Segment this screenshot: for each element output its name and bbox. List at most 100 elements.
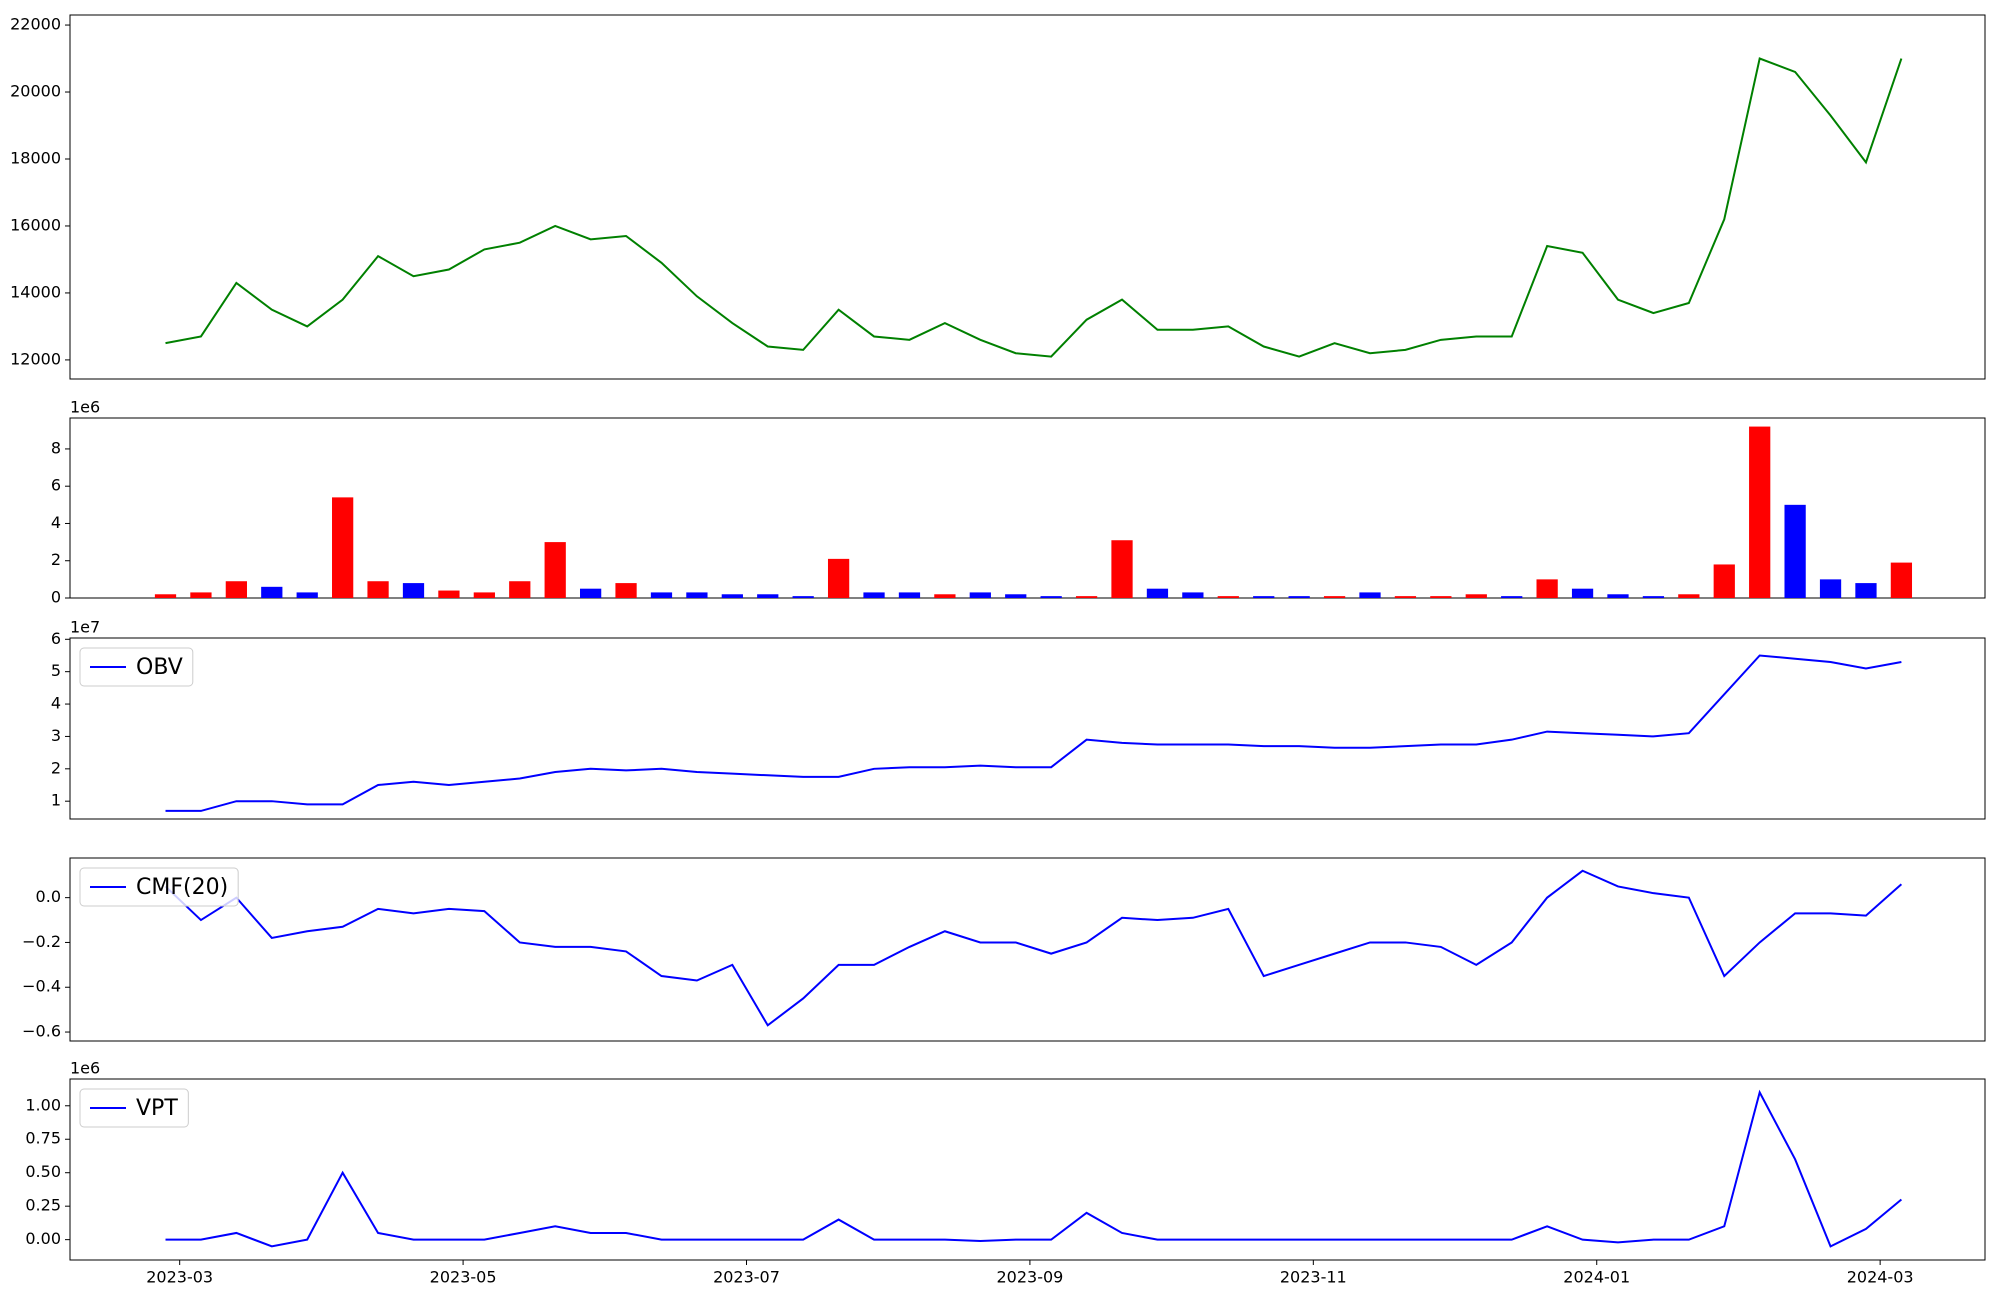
y-tick-label: 6	[51, 476, 61, 495]
bar	[509, 581, 531, 598]
offset-text: 1e6	[70, 1059, 100, 1078]
y-tick-label: 4	[51, 694, 61, 713]
bar	[473, 592, 495, 598]
y-tick-label: 0.75	[25, 1129, 61, 1148]
bar	[1005, 594, 1027, 598]
y-tick-label: −0.2	[22, 932, 61, 951]
axes-frame	[69, 857, 1986, 1042]
bar	[438, 590, 460, 598]
axes-frame	[69, 1078, 1986, 1261]
legend-box	[79, 647, 194, 687]
bar	[1182, 592, 1204, 598]
bar	[296, 592, 318, 598]
bar	[1642, 596, 1665, 598]
legend-label: VPT	[136, 1096, 178, 1121]
x-tick-label: 2023-05	[430, 1268, 497, 1287]
bar	[1253, 596, 1275, 598]
y-tick-label: 8	[51, 438, 61, 457]
y-tick-label: 0.00	[25, 1229, 61, 1248]
y-tick-label: 6	[51, 629, 61, 648]
bar	[1040, 596, 1062, 598]
legend-box	[79, 1088, 189, 1128]
bar	[1501, 596, 1523, 598]
bar	[332, 497, 354, 598]
bar	[1784, 504, 1806, 598]
bar	[190, 592, 212, 598]
bar	[1394, 596, 1417, 598]
data-line	[165, 654, 1902, 812]
y-tick-label: 14000	[10, 282, 61, 301]
y-tick-label: 0	[51, 588, 61, 607]
bar	[969, 592, 991, 598]
bar	[1288, 596, 1310, 598]
data-line	[165, 57, 1903, 358]
bar	[261, 586, 283, 598]
y-tick-label: 20000	[10, 82, 61, 101]
bar	[1146, 588, 1169, 598]
x-tick-label: 2023-11	[1280, 1268, 1347, 1287]
x-tick-label: 2024-03	[1847, 1268, 1914, 1287]
bar	[1855, 583, 1877, 598]
offset-text: 1e7	[70, 618, 100, 637]
y-tick-label: 4	[51, 513, 61, 532]
y-tick-label: 1.00	[25, 1095, 61, 1114]
bar	[1323, 596, 1346, 598]
y-tick-label: 3	[51, 726, 61, 745]
bar	[1749, 426, 1771, 598]
bar	[544, 542, 566, 598]
offset-text: 1e6	[70, 398, 100, 417]
x-tick-label: 2023-03	[146, 1268, 213, 1287]
y-tick-label: 0.50	[25, 1162, 61, 1181]
y-tick-label: 1	[51, 791, 61, 810]
y-tick-label: 0.0	[36, 887, 61, 906]
legend-label: CMF(20)	[136, 875, 228, 900]
y-tick-label: −0.4	[22, 977, 61, 996]
bar	[792, 596, 814, 598]
x-tick-label: 2023-07	[713, 1268, 780, 1287]
axes-frame	[69, 14, 1986, 380]
y-tick-label: 12000	[10, 349, 61, 368]
bar	[1217, 596, 1239, 598]
y-tick-label: 5	[51, 661, 61, 680]
bar	[1571, 588, 1594, 598]
y-tick-label: 16000	[10, 215, 61, 234]
x-tick-label: 2023-09	[996, 1268, 1063, 1287]
bar	[1819, 579, 1842, 598]
bar	[402, 583, 425, 598]
data-line	[164, 869, 1903, 1027]
legend-box	[79, 867, 239, 907]
bar	[1430, 596, 1452, 598]
y-tick-label: 22000	[10, 15, 61, 34]
x-tick-label: 2024-01	[1563, 1268, 1630, 1287]
axes-frame	[69, 417, 1986, 599]
bar	[1111, 540, 1133, 598]
bar	[225, 581, 247, 598]
legend-label: OBV	[136, 655, 183, 680]
bar	[579, 588, 602, 598]
bar	[1678, 594, 1700, 598]
bar	[615, 583, 637, 598]
bar	[863, 592, 885, 598]
bar	[934, 594, 956, 598]
bar	[1607, 594, 1629, 598]
bar	[686, 592, 708, 598]
data-line	[165, 1089, 1903, 1248]
bar	[154, 594, 177, 598]
bar	[650, 592, 673, 598]
y-tick-label: 2	[51, 758, 61, 777]
bar	[367, 581, 389, 598]
bar	[1465, 594, 1487, 598]
bar	[827, 558, 850, 598]
bar	[721, 594, 743, 598]
y-tick-label: 18000	[10, 148, 61, 167]
bar	[1075, 596, 1098, 598]
y-tick-label: 0.25	[25, 1196, 61, 1215]
y-tick-label: −0.6	[22, 1022, 61, 1041]
bar	[898, 592, 921, 598]
axes-frame	[69, 637, 1986, 820]
y-tick-label: 2	[51, 550, 61, 569]
bar	[757, 594, 779, 598]
bar	[1713, 564, 1735, 598]
